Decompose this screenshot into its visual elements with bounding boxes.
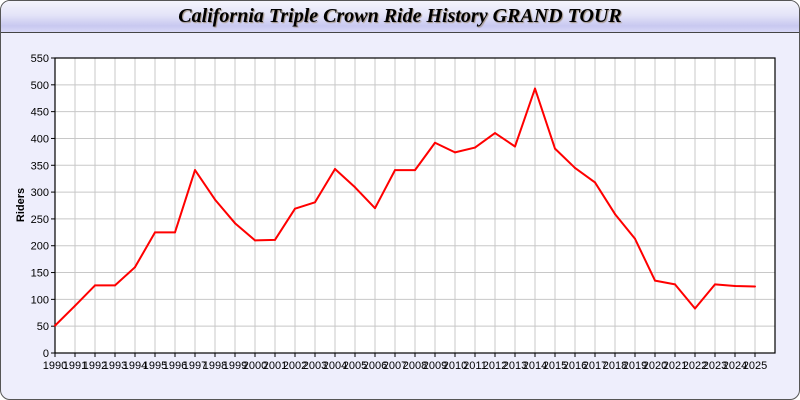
data-point	[434, 141, 436, 144]
data-point	[274, 238, 276, 241]
x-tick-label: 1997	[183, 360, 207, 372]
y-axis: 0 50 100 150 200 250 300 350 400 450 500 550	[31, 53, 55, 360]
data-point	[654, 279, 656, 282]
x-tick-label: 2019	[623, 360, 647, 372]
data-point	[754, 285, 756, 288]
data-point	[674, 283, 676, 286]
y-tick-label: 550	[31, 53, 49, 65]
data-point	[534, 87, 536, 90]
data-point	[494, 132, 496, 135]
x-tick-label: 2020	[643, 360, 667, 372]
data-point	[334, 168, 336, 171]
y-tick-label: 250	[31, 214, 49, 226]
x-tick-label: 2013	[503, 360, 527, 372]
data-point	[114, 284, 116, 287]
grid	[55, 58, 775, 353]
data-point	[454, 151, 456, 154]
x-tick-label: 2002	[283, 360, 307, 372]
data-point	[634, 237, 636, 240]
y-tick-label: 150	[31, 268, 49, 280]
data-point	[94, 284, 96, 287]
x-tick-label: 2005	[343, 360, 367, 372]
data-point	[134, 266, 136, 269]
x-tick-label: 2007	[383, 360, 407, 372]
y-tick-label: 500	[31, 80, 49, 92]
x-tick-label: 2015	[543, 360, 567, 372]
data-point	[614, 213, 616, 216]
data-point	[314, 201, 316, 204]
data-point	[354, 186, 356, 189]
title-bar: California Triple Crown Ride History GRA…	[1, 1, 799, 33]
x-tick-label: 1996	[163, 360, 187, 372]
x-tick-label: 1993	[103, 360, 127, 372]
data-point	[294, 207, 296, 210]
x-tick-label: 2021	[663, 360, 687, 372]
x-tick-label: 2023	[703, 360, 727, 372]
data-point	[474, 146, 476, 149]
data-point	[574, 166, 576, 169]
data-point	[374, 207, 376, 210]
series-line	[54, 87, 756, 327]
data-point	[694, 307, 696, 310]
y-tick-label: 450	[31, 107, 49, 119]
chart-title: California Triple Crown Ride History GRA…	[178, 5, 622, 27]
data-point	[254, 239, 256, 242]
x-tick-label: 2003	[303, 360, 327, 372]
data-point	[554, 147, 556, 150]
x-tick-label: 2016	[563, 360, 587, 372]
x-tick-label: 1995	[143, 360, 167, 372]
x-tick-label: 2001	[263, 360, 287, 372]
x-tick-label: 1990	[43, 360, 67, 372]
x-tick-label: 1991	[63, 360, 87, 372]
x-tick-label: 2011	[463, 360, 487, 372]
data-point	[54, 324, 56, 327]
data-point	[394, 169, 396, 172]
y-tick-label: 50	[37, 321, 49, 333]
y-tick-label: 300	[31, 187, 49, 199]
y-tick-label: 200	[31, 241, 49, 253]
data-point	[234, 222, 236, 225]
x-tick-label: 2006	[363, 360, 387, 372]
x-tick-label: 1994	[123, 360, 147, 372]
y-tick-label: 400	[31, 133, 49, 145]
x-tick-label: 2000	[243, 360, 267, 372]
y-tick-label: 350	[31, 160, 49, 172]
data-point	[594, 181, 596, 184]
y-tick-label: 0	[43, 348, 49, 360]
data-point	[214, 198, 216, 201]
x-tick-label: 1999	[223, 360, 247, 372]
y-axis-label: Riders	[15, 188, 27, 222]
x-tick-label: 2009	[423, 360, 447, 372]
x-tick-label: 1998	[203, 360, 227, 372]
x-tick-label: 2022	[683, 360, 707, 372]
data-point	[174, 231, 176, 234]
data-point	[414, 169, 416, 172]
data-point	[74, 304, 76, 307]
data-point	[714, 283, 716, 286]
x-tick-label: 2024	[723, 360, 747, 372]
x-tick-label: 2010	[443, 360, 467, 372]
x-tick-label: 2017	[583, 360, 607, 372]
x-tick-label: 2018	[603, 360, 627, 372]
data-point	[154, 231, 156, 234]
data-point	[514, 145, 516, 148]
x-tick-label: 2014	[523, 360, 547, 372]
x-axis: 1990199119921993199419951996199719981999…	[43, 353, 767, 372]
x-tick-label: 2004	[323, 360, 347, 372]
x-tick-label: 2008	[403, 360, 427, 372]
x-tick-label: 1992	[83, 360, 107, 372]
x-tick-label: 2012	[483, 360, 507, 372]
x-tick-label: 2025	[743, 360, 767, 372]
data-point	[194, 169, 196, 172]
series-group	[54, 87, 756, 327]
data-point	[734, 284, 736, 287]
y-tick-label: 100	[31, 294, 49, 306]
